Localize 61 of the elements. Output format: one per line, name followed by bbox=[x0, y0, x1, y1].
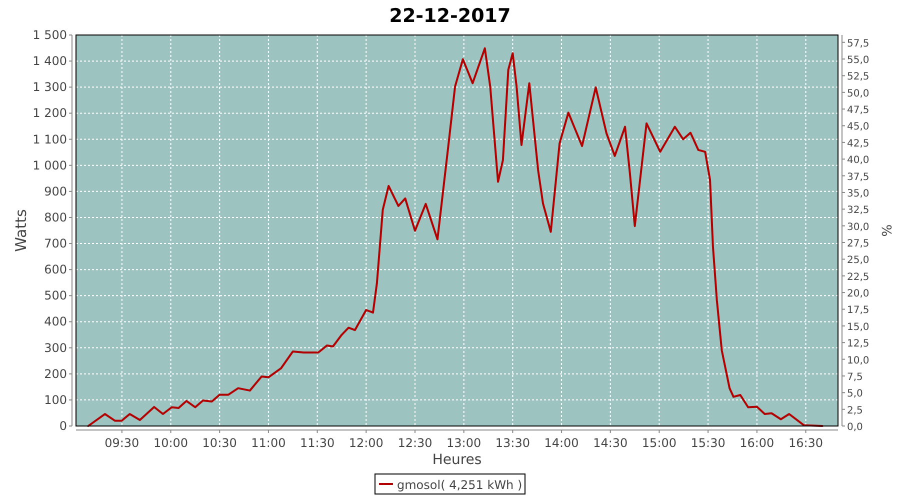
x-tick-label: 16:30 bbox=[788, 436, 824, 450]
x-tick-label: 13:30 bbox=[495, 436, 530, 450]
y2-tick-label: 0,0 bbox=[847, 422, 863, 433]
x-tick-label: 15:00 bbox=[642, 436, 677, 450]
y-tick-label: 500 bbox=[44, 288, 67, 303]
chart-title: 22-12-2017 bbox=[389, 5, 511, 27]
x-tick-label: 14:00 bbox=[544, 436, 579, 450]
x-tick-label: 10:30 bbox=[202, 436, 237, 450]
y2-tick-label: 10,0 bbox=[847, 355, 870, 366]
y-tick-label: 300 bbox=[44, 340, 67, 355]
x-tick-label: 11:00 bbox=[251, 436, 286, 450]
x-tick-label: 16:00 bbox=[740, 436, 774, 450]
x-tick-label: 10:00 bbox=[153, 436, 188, 450]
y-tick-label: 1 300 bbox=[32, 80, 67, 94]
y2-tick-label: 50,0 bbox=[847, 88, 870, 100]
x-tick-label: 14:30 bbox=[593, 436, 628, 450]
y2-axis-title: % bbox=[878, 224, 893, 237]
x-tick-label: 12:00 bbox=[348, 436, 384, 450]
y-tick-label: 800 bbox=[44, 210, 67, 224]
y-tick-label: 600 bbox=[44, 262, 67, 277]
y2-tick-label: 7,5 bbox=[847, 372, 863, 383]
y2-tick-label: 47,5 bbox=[847, 105, 870, 116]
y2-tick-label: 32,5 bbox=[847, 205, 870, 216]
y2-tick-label: 2,5 bbox=[847, 405, 863, 416]
y-tick-label: 700 bbox=[44, 236, 67, 251]
y-tick-label: 1 200 bbox=[32, 106, 67, 120]
y-tick-label: 1 400 bbox=[32, 54, 67, 68]
y2-tick-label: 20,0 bbox=[847, 288, 870, 300]
y2-tick-label: 12,5 bbox=[847, 338, 870, 350]
y2-tick-label: 45,0 bbox=[847, 122, 870, 133]
y2-tick-label: 52,5 bbox=[847, 72, 870, 83]
legend-label: gmosol( 4,251 kWh ) bbox=[397, 478, 522, 492]
y2-tick-label: 17,5 bbox=[847, 305, 870, 316]
x-axis-title: Heures bbox=[432, 452, 482, 468]
y2-tick-label: 5,0 bbox=[847, 388, 863, 400]
y-tick-label: 200 bbox=[44, 366, 67, 381]
x-tick-label: 13:00 bbox=[446, 436, 482, 450]
y2-tick-label: 37,5 bbox=[847, 172, 870, 183]
x-tick-label: 15:30 bbox=[690, 436, 726, 450]
y-axis-title: Watts bbox=[12, 209, 30, 252]
y-tick-label: 1 000 bbox=[32, 158, 67, 172]
y-tick-label: 100 bbox=[44, 392, 67, 407]
y-tick-label: 1 100 bbox=[32, 132, 67, 146]
y2-tick-label: 55,0 bbox=[847, 55, 870, 66]
y-tick-label: 1 500 bbox=[32, 28, 67, 42]
y2-tick-label: 22,5 bbox=[847, 272, 870, 283]
y2-tick-label: 40,0 bbox=[847, 155, 870, 166]
y2-tick-label: 35,0 bbox=[847, 188, 870, 200]
line-series bbox=[87, 47, 824, 427]
y2-tick-label: 27,5 bbox=[847, 238, 870, 250]
y2-tick-label: 15,0 bbox=[847, 322, 870, 333]
y2-tick-label: 30,0 bbox=[847, 222, 870, 233]
y2-tick-label: 42,5 bbox=[847, 138, 870, 150]
y-tick-label: 0 bbox=[59, 419, 67, 433]
x-tick-label: 11:30 bbox=[300, 436, 335, 450]
x-tick-label: 12:30 bbox=[398, 436, 432, 450]
y2-tick-label: 57,5 bbox=[847, 38, 870, 50]
y2-tick-label: 25,0 bbox=[847, 255, 870, 266]
y-tick-label: 400 bbox=[44, 314, 67, 329]
x-tick-label: 09:30 bbox=[104, 436, 140, 450]
y-tick-label: 900 bbox=[44, 184, 67, 198]
